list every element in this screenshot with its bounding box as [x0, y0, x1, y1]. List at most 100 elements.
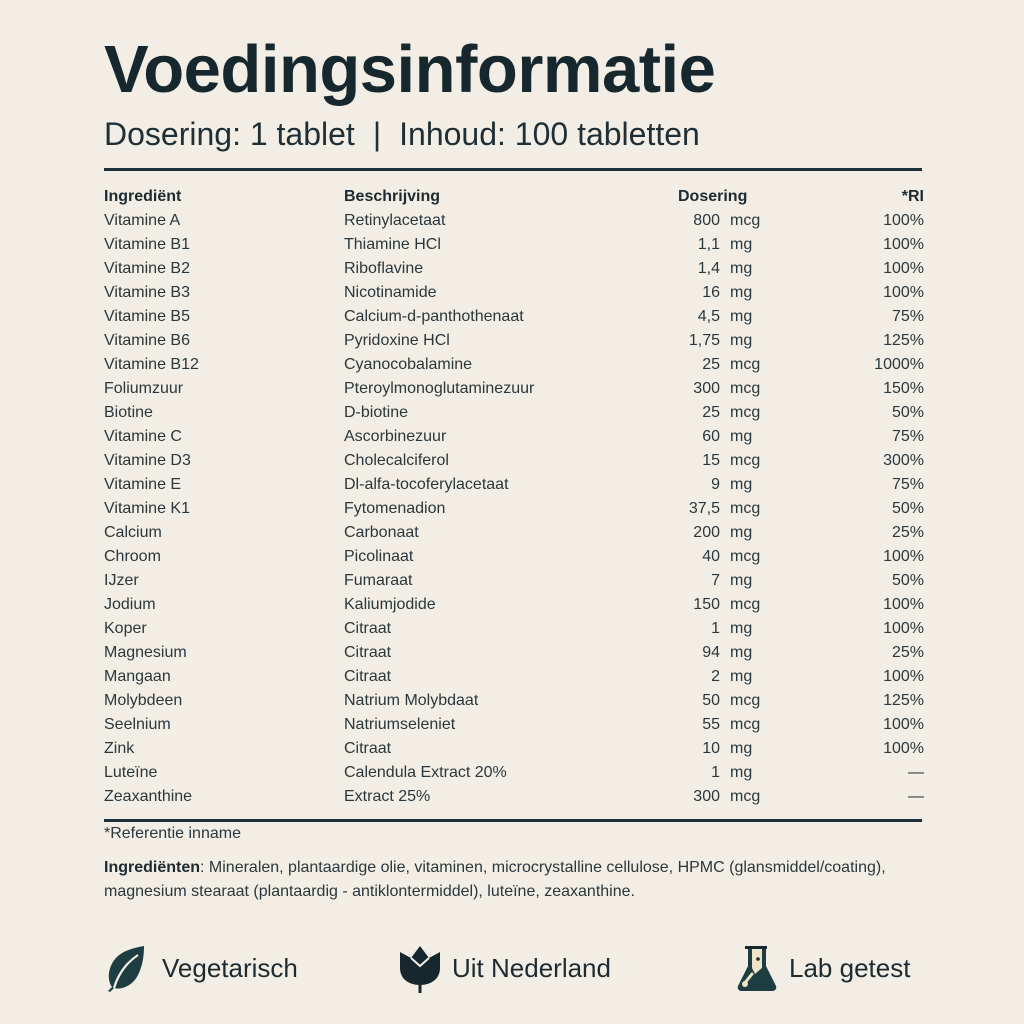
amount-cell: 300 — [693, 788, 720, 805]
unit-cell: mg — [730, 476, 753, 493]
table-row: Koper Citraat 1 mg 100% — [104, 617, 924, 641]
ri-cell: 100% — [883, 596, 924, 613]
amount-cell: 25 — [702, 356, 720, 373]
unit-cell: mcg — [730, 548, 761, 565]
badge-lab-tested: Lab getest — [735, 942, 910, 994]
ri-cell: — — [908, 764, 924, 781]
table-row: Vitamine A Retinylacetaat 800 mcg 100% — [104, 209, 924, 233]
table-row: Calcium Carbonaat 200 mg 25% — [104, 521, 924, 545]
ingredient-cell: Luteïne — [104, 764, 158, 781]
column-header-ingredient: Ingrediënt — [104, 187, 182, 205]
ingredient-cell: Vitamine B3 — [104, 284, 190, 301]
unit-cell: mg — [730, 572, 753, 589]
ri-cell: 75% — [891, 476, 924, 493]
leaf-icon — [104, 943, 148, 993]
description-cell: Cholecalciferol — [344, 452, 449, 469]
unit-cell: mg — [730, 740, 753, 757]
unit-cell: mg — [730, 236, 753, 253]
ingredient-cell: Vitamine B5 — [104, 308, 190, 325]
amount-cell: 1 — [711, 764, 720, 781]
amount-cell: 300 — [693, 380, 720, 397]
unit-cell: mcg — [730, 356, 761, 373]
description-cell: Thiamine HCl — [344, 236, 441, 253]
separator: | — [372, 116, 382, 152]
description-cell: Citraat — [344, 644, 392, 661]
description-cell: Natriumseleniet — [344, 716, 456, 733]
divider-bottom — [104, 819, 922, 822]
unit-cell: mg — [730, 260, 753, 277]
ri-cell: 100% — [883, 668, 924, 685]
column-header-description: Beschrijving — [344, 187, 441, 205]
ri-cell: 25% — [891, 644, 924, 661]
table-row: Molybdeen Natrium Molybdaat 50 mcg 125% — [104, 689, 924, 713]
ingredient-cell: Calcium — [104, 524, 162, 541]
badge-label: Lab getest — [789, 952, 911, 983]
amount-cell: 7 — [711, 572, 720, 589]
description-cell: Pteroylmonoglutaminezuur — [344, 380, 535, 397]
ingredient-cell: Vitamine B6 — [104, 332, 190, 349]
ingredient-cell: Magnesium — [104, 644, 187, 661]
amount-cell: 16 — [702, 284, 720, 301]
ri-cell: 75% — [891, 308, 924, 325]
nutrition-table: Ingrediënt Beschrijving Dosering *RI Vit… — [104, 184, 924, 809]
table-row: Foliumzuur Pteroylmonoglutaminezuur 300 mcg… — [104, 377, 924, 401]
description-cell: Picolinaat — [344, 548, 414, 565]
table-row: Zeaxanthine Extract 25% 300 mcg — — [104, 785, 924, 809]
column-header-ri: *RI — [901, 187, 924, 205]
table-row: Vitamine B3 Nicotinamide 16 mg 100% — [104, 281, 924, 305]
unit-cell: mg — [730, 668, 753, 685]
ingredient-cell: Vitamine E — [104, 476, 182, 493]
unit-cell: mg — [730, 428, 753, 445]
table-row: Chroom Picolinaat 40 mcg 100% — [104, 545, 924, 569]
badge-label: Vegetarisch — [162, 952, 298, 983]
contents-info: Inhoud: 100 tabletten — [399, 116, 700, 152]
description-cell: Calcium-d-panthothenaat — [344, 308, 524, 325]
table-row: Magnesium Citraat 94 mg 25% — [104, 641, 924, 665]
unit-cell: mcg — [730, 212, 761, 229]
amount-cell: 1 — [711, 620, 720, 637]
ingredient-cell: Biotine — [104, 404, 153, 421]
ri-cell: 100% — [883, 548, 924, 565]
amount-cell: 800 — [693, 212, 720, 229]
amount-cell: 15 — [702, 452, 720, 469]
table-row: Vitamine E Dl-alfa-tocoferylacetaat 9 mg 75% — [104, 473, 924, 497]
ri-cell: 100% — [883, 284, 924, 301]
ri-cell: 100% — [883, 716, 924, 733]
ingredient-cell: Molybdeen — [104, 692, 183, 709]
amount-cell: 94 — [702, 644, 720, 661]
ri-cell: 75% — [891, 428, 924, 445]
description-cell: Citraat — [344, 740, 392, 757]
unit-cell: mg — [730, 764, 753, 781]
unit-cell: mcg — [730, 380, 761, 397]
ri-cell: 50% — [891, 572, 924, 589]
table-row: Mangaan Citraat 2 mg 100% — [104, 665, 924, 689]
amount-cell: 55 — [702, 716, 720, 733]
amount-cell: 4,5 — [697, 308, 720, 325]
unit-cell: mg — [730, 308, 753, 325]
table-row: Luteïne Calendula Extract 20% 1 mg — — [104, 761, 924, 785]
table-row: Jodium Kaliumjodide 150 mcg 100% — [104, 593, 924, 617]
amount-cell: 60 — [702, 428, 720, 445]
amount-cell: 25 — [702, 404, 720, 421]
amount-cell: 9 — [711, 476, 720, 493]
amount-cell: 50 — [702, 692, 720, 709]
description-cell: Ascorbinezuur — [344, 428, 447, 445]
table-row: Vitamine B12 Cyanocobalamine 25 mcg 1000% — [104, 353, 924, 377]
ingredient-cell: Zeaxanthine — [104, 788, 193, 805]
description-cell: Citraat — [344, 668, 392, 685]
ingredient-cell: Chroom — [104, 548, 161, 565]
footnote: *Referentie inname — [104, 825, 241, 842]
ri-cell: 25% — [891, 524, 924, 541]
unit-cell: mcg — [730, 500, 761, 517]
divider-top — [104, 168, 922, 171]
table-row: Vitamine B2 Riboflavine 1,4 mg 100% — [104, 257, 924, 281]
badge-netherlands: Uit Nederland — [398, 942, 611, 994]
ingredient-cell: Vitamine B1 — [104, 236, 190, 253]
unit-cell: mcg — [730, 452, 761, 469]
ingredients-list: : Mineralen, plantaardige olie, vitamine… — [104, 859, 886, 900]
description-cell: Extract 25% — [344, 788, 431, 805]
table-row: Biotine D-biotine 25 mcg 50% — [104, 401, 924, 425]
flask-icon — [735, 942, 779, 994]
ingredient-cell: Vitamine C — [104, 428, 182, 445]
ri-cell: 150% — [883, 380, 924, 397]
